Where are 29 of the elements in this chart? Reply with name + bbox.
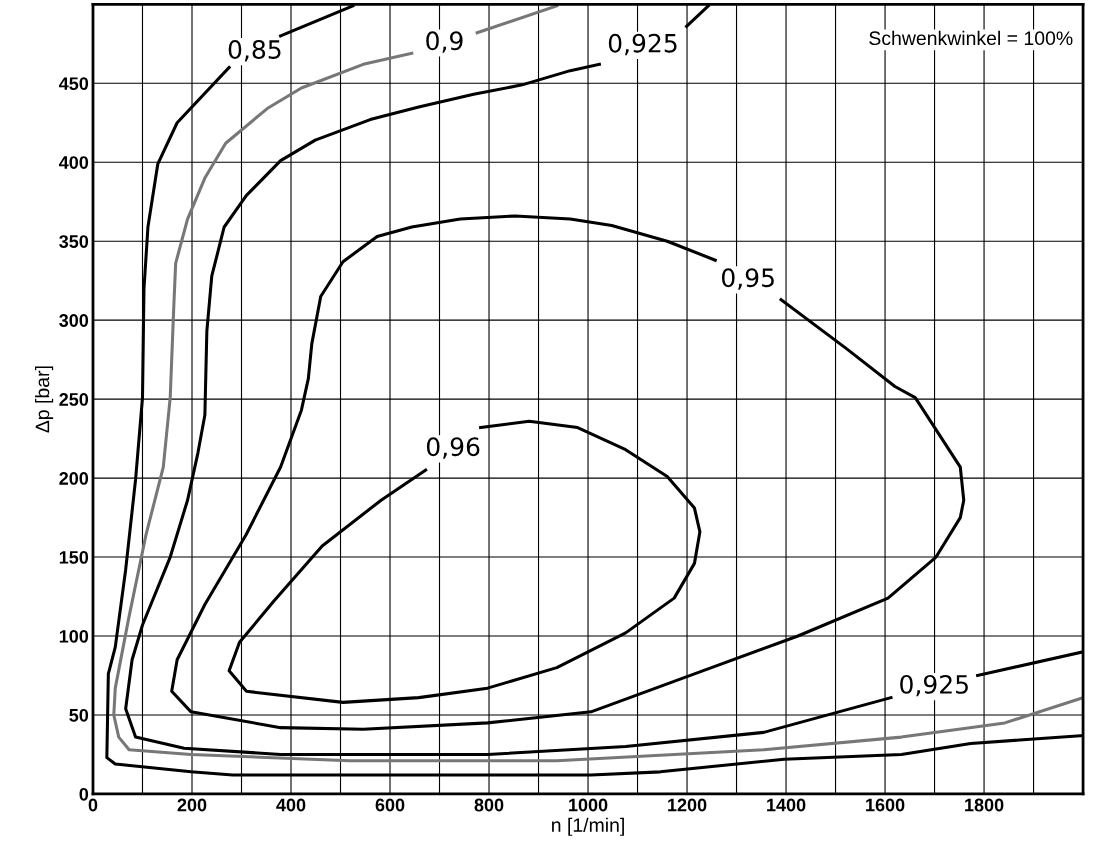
y-tick-label: 400	[58, 156, 89, 169]
y-tick-label: 450	[58, 77, 89, 90]
x-tick-label: 600	[375, 798, 405, 812]
y-axis-title: Δp [bar]	[35, 366, 54, 433]
series-label: 0,85	[228, 40, 281, 62]
text: 0,925	[608, 33, 677, 56]
x-tick-label: 200	[177, 798, 207, 812]
y-tick-label: 150	[59, 551, 89, 564]
y-tick-label: 200	[59, 472, 89, 485]
x-tick-label: 1200	[668, 798, 707, 812]
x-tick-label: 1800	[965, 798, 1004, 812]
y-tick-label: 250	[59, 393, 89, 406]
x-tick-label: 1000	[569, 798, 608, 812]
x-tick-label: 1600	[866, 798, 905, 812]
x-tick-label: 400	[276, 798, 306, 812]
y-tick-label: 0	[79, 787, 89, 801]
x-axis-title: n [1/min]	[552, 817, 624, 836]
series-label: 0,925	[900, 674, 968, 697]
series-label: 0,96	[426, 437, 480, 459]
y-tick-label: 300	[59, 314, 89, 327]
annotation: Schwenkwinkel = 100%	[869, 30, 1073, 46]
series-label: 0,9	[426, 31, 463, 53]
series-label: 0,95	[721, 268, 774, 290]
x-tick-label: 0	[88, 798, 98, 812]
y-tick-label: 350	[59, 235, 89, 248]
y-tick-label: 50	[69, 708, 89, 722]
x-tick-label: 800	[474, 798, 504, 812]
y-tick-label: 100	[59, 629, 89, 643]
x-tick-label: 1400	[767, 798, 806, 812]
